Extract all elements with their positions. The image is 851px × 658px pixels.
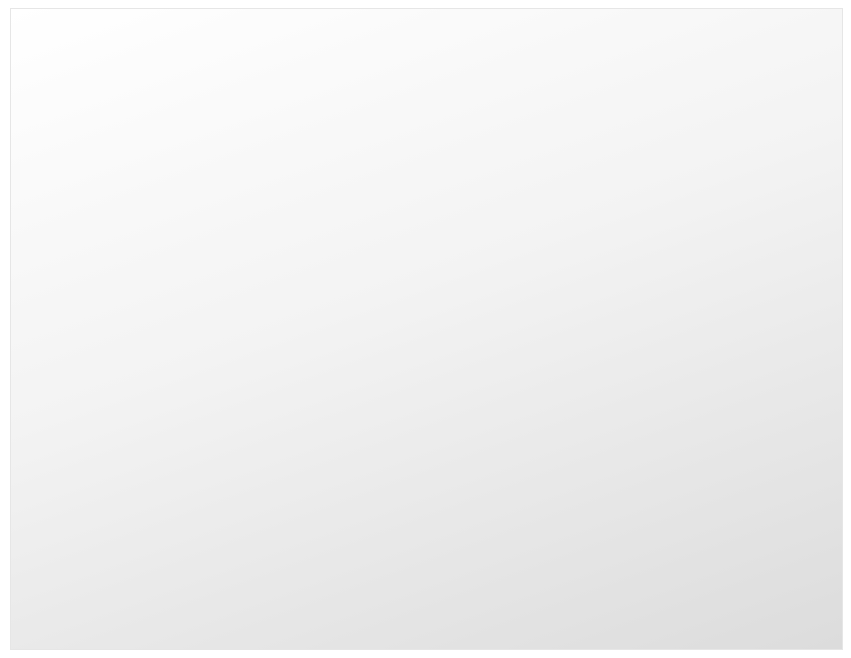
slide-background: 020040060080010001200158GRUPO ARMADO NOI… [10,8,843,650]
bar-chart: 020040060080010001200158GRUPO ARMADO NOI… [11,9,842,649]
